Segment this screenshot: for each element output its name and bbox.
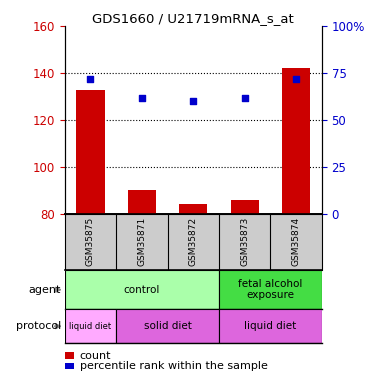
Bar — [219, 309, 322, 343]
Bar — [168, 214, 219, 270]
Text: GSM35873: GSM35873 — [240, 217, 249, 267]
Text: count: count — [80, 351, 111, 361]
Text: GSM35871: GSM35871 — [137, 217, 147, 267]
Point — [139, 94, 145, 100]
Text: percentile rank within the sample: percentile rank within the sample — [80, 362, 268, 371]
Bar — [128, 190, 156, 214]
Text: agent: agent — [28, 285, 61, 295]
Bar — [270, 214, 322, 270]
Text: solid diet: solid diet — [144, 321, 192, 331]
Text: fetal alcohol
exposure: fetal alcohol exposure — [238, 279, 303, 300]
Bar — [65, 270, 219, 309]
Bar — [65, 214, 116, 270]
Bar — [282, 68, 310, 214]
Text: GSM35875: GSM35875 — [86, 217, 95, 267]
Point — [88, 76, 93, 82]
Bar — [65, 309, 116, 343]
Text: GSM35872: GSM35872 — [189, 217, 198, 266]
Text: protocol: protocol — [16, 321, 61, 331]
Bar — [76, 90, 105, 214]
Bar — [116, 214, 168, 270]
Title: GDS1660 / U21719mRNA_s_at: GDS1660 / U21719mRNA_s_at — [92, 12, 294, 25]
Text: liquid diet: liquid diet — [70, 322, 111, 331]
Bar — [116, 309, 219, 343]
Point — [191, 98, 196, 104]
Point — [293, 76, 299, 82]
Point — [242, 94, 248, 100]
Bar — [219, 270, 322, 309]
Text: control: control — [124, 285, 160, 295]
Bar — [219, 214, 270, 270]
Text: liquid diet: liquid diet — [244, 321, 297, 331]
Bar — [231, 200, 259, 214]
Text: GSM35874: GSM35874 — [292, 217, 301, 266]
Bar — [179, 204, 208, 214]
